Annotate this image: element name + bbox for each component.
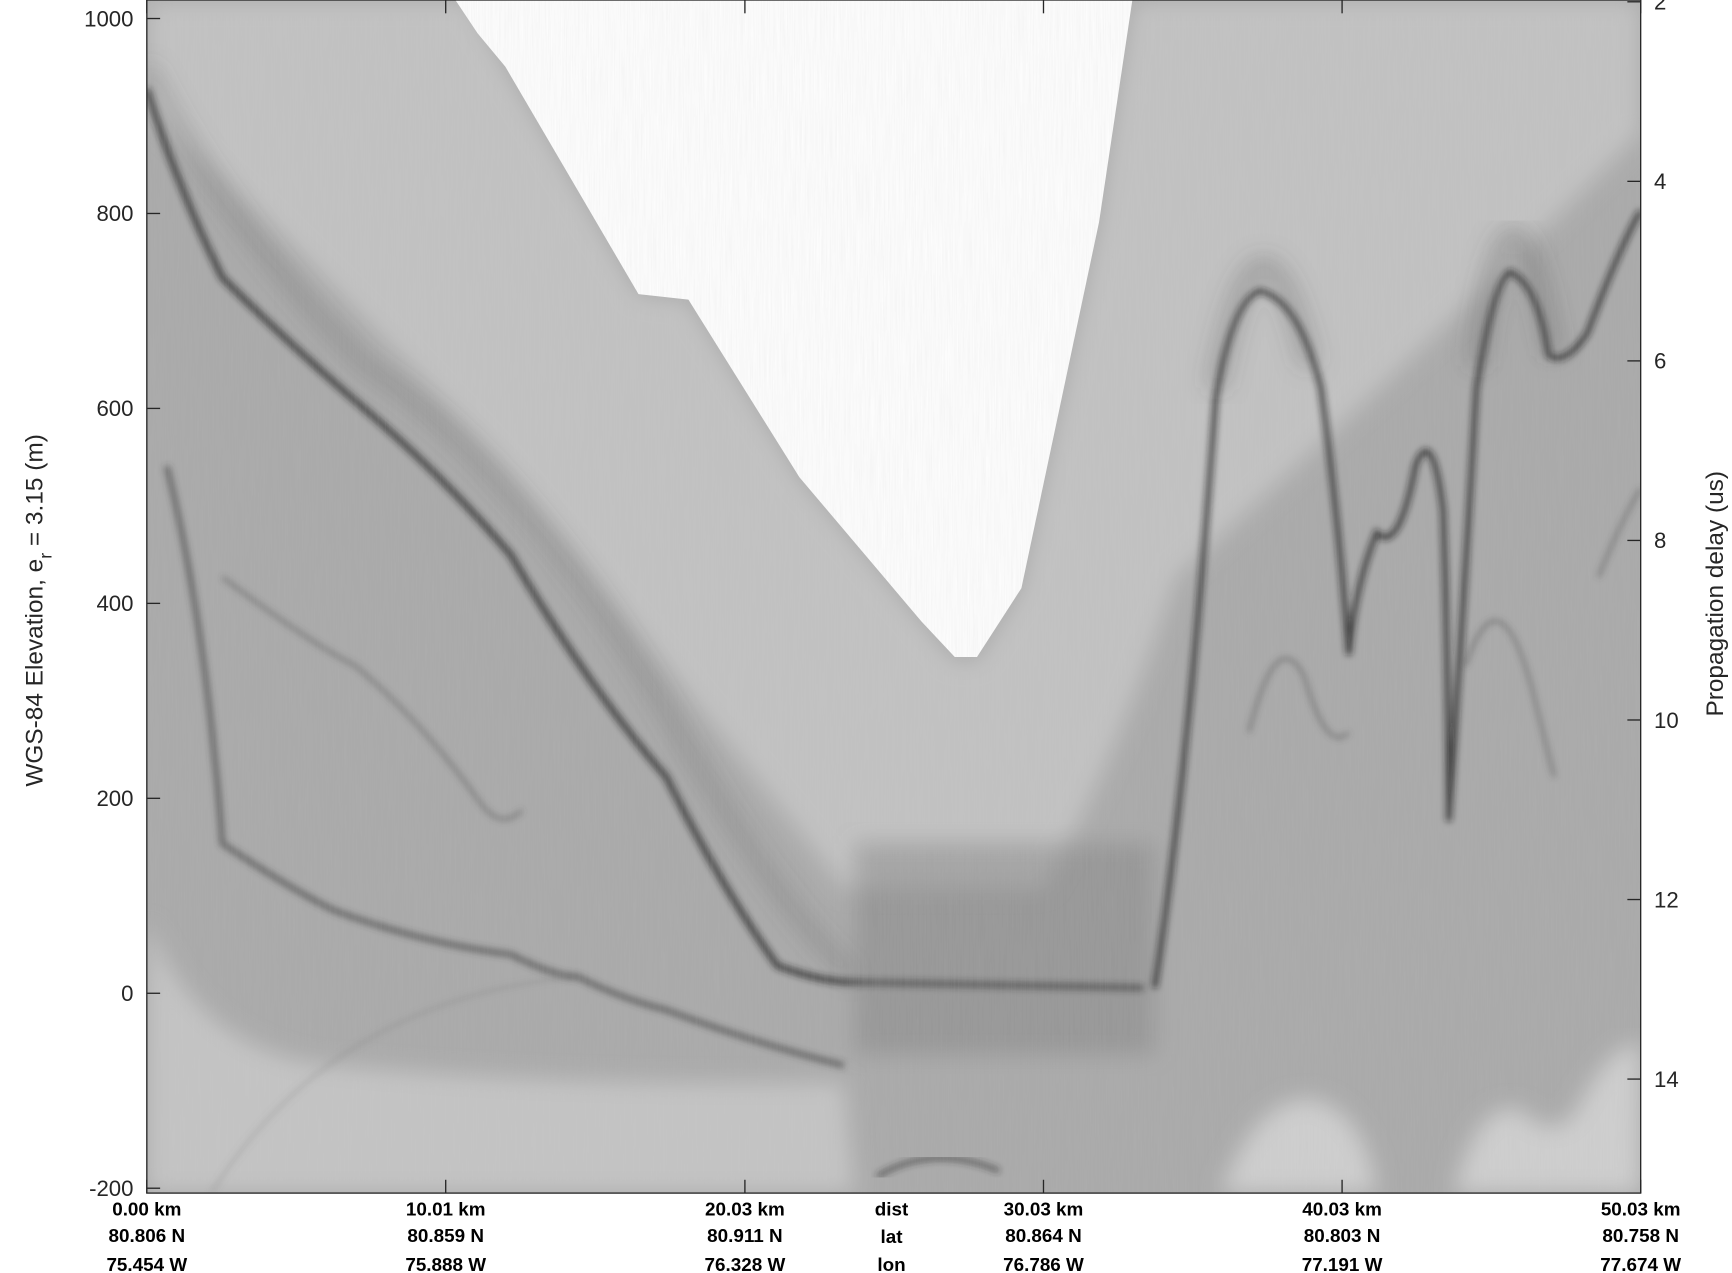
lat-label: 80.859 N [407, 1225, 484, 1246]
y-tick-label: -200 [89, 1176, 133, 1201]
lon-label: 76.786 W [1003, 1254, 1084, 1273]
plot-frame [146, 0, 1642, 1194]
x-tick-label: 0.00 km [112, 1198, 181, 1219]
y2-axis-title: Propagation delay (us) [1702, 471, 1729, 717]
echogram [146, 0, 1641, 1194]
y2-tick-label: 6 [1654, 349, 1666, 374]
y-tick-label: 800 [96, 201, 133, 226]
y-axis-title-main: WGS-84 Elevation, e [21, 559, 48, 787]
lon-label: 77.191 W [1302, 1254, 1383, 1273]
row-label: dist [875, 1198, 909, 1219]
x-tick-label: 40.03 km [1302, 1198, 1382, 1219]
x-tick-label: 50.03 km [1601, 1198, 1681, 1219]
y2-tick-label: 10 [1654, 708, 1679, 733]
y2-tick-label: 12 [1654, 887, 1679, 912]
y2-tick-label: 2 [1654, 0, 1666, 15]
y-tick-label: 400 [96, 591, 133, 616]
y-tick-label: 1000 [84, 6, 133, 31]
lat-label: 80.806 N [109, 1225, 186, 1246]
lon-label: 77.674 W [1600, 1254, 1681, 1273]
y-axis-title-rest: = 3.15 (m) [21, 434, 48, 553]
row-label: lat [881, 1226, 904, 1247]
lat-label: 80.864 N [1005, 1225, 1082, 1246]
y-tick-label: 600 [96, 396, 133, 421]
row-label: lon [877, 1254, 905, 1273]
axes: -200 0 200 400 600 800 1000 2 4 6 8 10 12 14 0.00 km 80… [84, 0, 1681, 1273]
y-tick-label: 0 [121, 981, 133, 1006]
lat-label: 80.911 N [707, 1225, 783, 1246]
y-axis-title: WGS-84 Elevation, er = 3.15 (m) [21, 434, 55, 787]
y2-tick-label: 8 [1654, 528, 1666, 553]
lon-label: 75.454 W [106, 1254, 187, 1273]
x-tick-label: 20.03 km [705, 1198, 785, 1219]
y-tick-label: 200 [96, 786, 133, 811]
lon-label: 75.888 W [405, 1254, 486, 1273]
x-tick-label: 30.03 km [1004, 1198, 1084, 1219]
x-tick-label: 10.01 km [406, 1198, 486, 1219]
y2-tick-label: 4 [1654, 169, 1666, 194]
lat-label: 80.758 N [1602, 1225, 1679, 1246]
lat-label: 80.803 N [1304, 1225, 1381, 1246]
lon-label: 76.328 W [705, 1254, 786, 1273]
y2-tick-label: 14 [1654, 1067, 1679, 1092]
y-axis-title-subscript: r [35, 553, 55, 559]
